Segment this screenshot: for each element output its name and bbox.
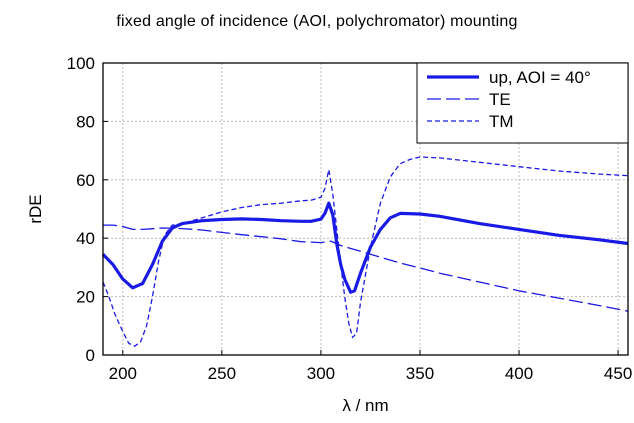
x-tick-label: 450 (604, 364, 632, 383)
series-line-up-aoi-40 (101, 201, 629, 294)
x-tick-label: 200 (109, 364, 137, 383)
legend: up, AOI = 40° TE TM (416, 62, 629, 144)
legend-label: TM (489, 112, 514, 131)
series-lines (101, 156, 629, 347)
y-tick-label: 60 (76, 171, 95, 190)
x-tick-label: 350 (406, 364, 434, 383)
legend-label: up, AOI = 40° (489, 68, 591, 87)
series-line-tm (102, 156, 629, 347)
y-tick-label: 0 (86, 346, 95, 365)
x-tick-label: 300 (307, 364, 335, 383)
y-tick-label: 20 (76, 288, 95, 307)
y-tick-label: 100 (67, 54, 95, 73)
y-tick-label: 80 (76, 112, 95, 131)
x-axis-label: λ / nm (342, 396, 388, 415)
chart-title: fixed angle of incidence (AOI, polychrom… (116, 13, 518, 30)
y-tick-label: 40 (76, 229, 95, 248)
y-axis-label: rDE (26, 194, 45, 223)
series-line-te (103, 224, 629, 312)
x-tick-label: 400 (505, 364, 533, 383)
plot-frame (102, 62, 629, 356)
legend-label: TE (489, 90, 511, 109)
x-tick-label: 250 (208, 364, 236, 383)
axis-ticks: 200 250 300 350 400 450 0 20 40 60 80 100 (67, 54, 633, 383)
